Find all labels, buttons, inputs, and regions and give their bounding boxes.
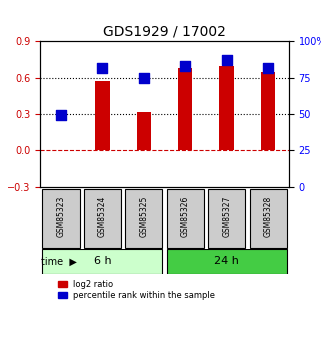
Text: GSM85326: GSM85326 [181, 196, 190, 237]
Bar [136, 112, 151, 150]
Bar [95, 81, 109, 150]
Bar [220, 66, 234, 150]
Legend: log2 ratio, percentile rank within the sample: log2 ratio, percentile rank within the s… [57, 278, 217, 302]
Text: time  ▶: time ▶ [41, 256, 77, 266]
Text: GSM85323: GSM85323 [56, 196, 65, 237]
FancyBboxPatch shape [42, 249, 162, 274]
Text: GSM85328: GSM85328 [264, 196, 273, 237]
FancyBboxPatch shape [84, 189, 121, 248]
Text: 6 h: 6 h [93, 256, 111, 266]
Text: 24 h: 24 h [214, 256, 239, 266]
Text: GSM85324: GSM85324 [98, 196, 107, 237]
FancyBboxPatch shape [208, 189, 245, 248]
Point [265, 65, 271, 70]
Text: GSM85327: GSM85327 [222, 196, 231, 237]
Point [58, 113, 64, 118]
FancyBboxPatch shape [42, 189, 80, 248]
Bar [178, 68, 193, 150]
Point [183, 63, 188, 69]
Point [224, 58, 229, 63]
Text: GSM85325: GSM85325 [139, 196, 148, 237]
FancyBboxPatch shape [167, 249, 287, 274]
FancyBboxPatch shape [249, 189, 287, 248]
Title: GDS1929 / 17002: GDS1929 / 17002 [103, 25, 226, 39]
Point [100, 65, 105, 70]
Bar [261, 72, 275, 150]
FancyBboxPatch shape [167, 189, 204, 248]
Point [141, 75, 146, 80]
FancyBboxPatch shape [125, 189, 162, 248]
